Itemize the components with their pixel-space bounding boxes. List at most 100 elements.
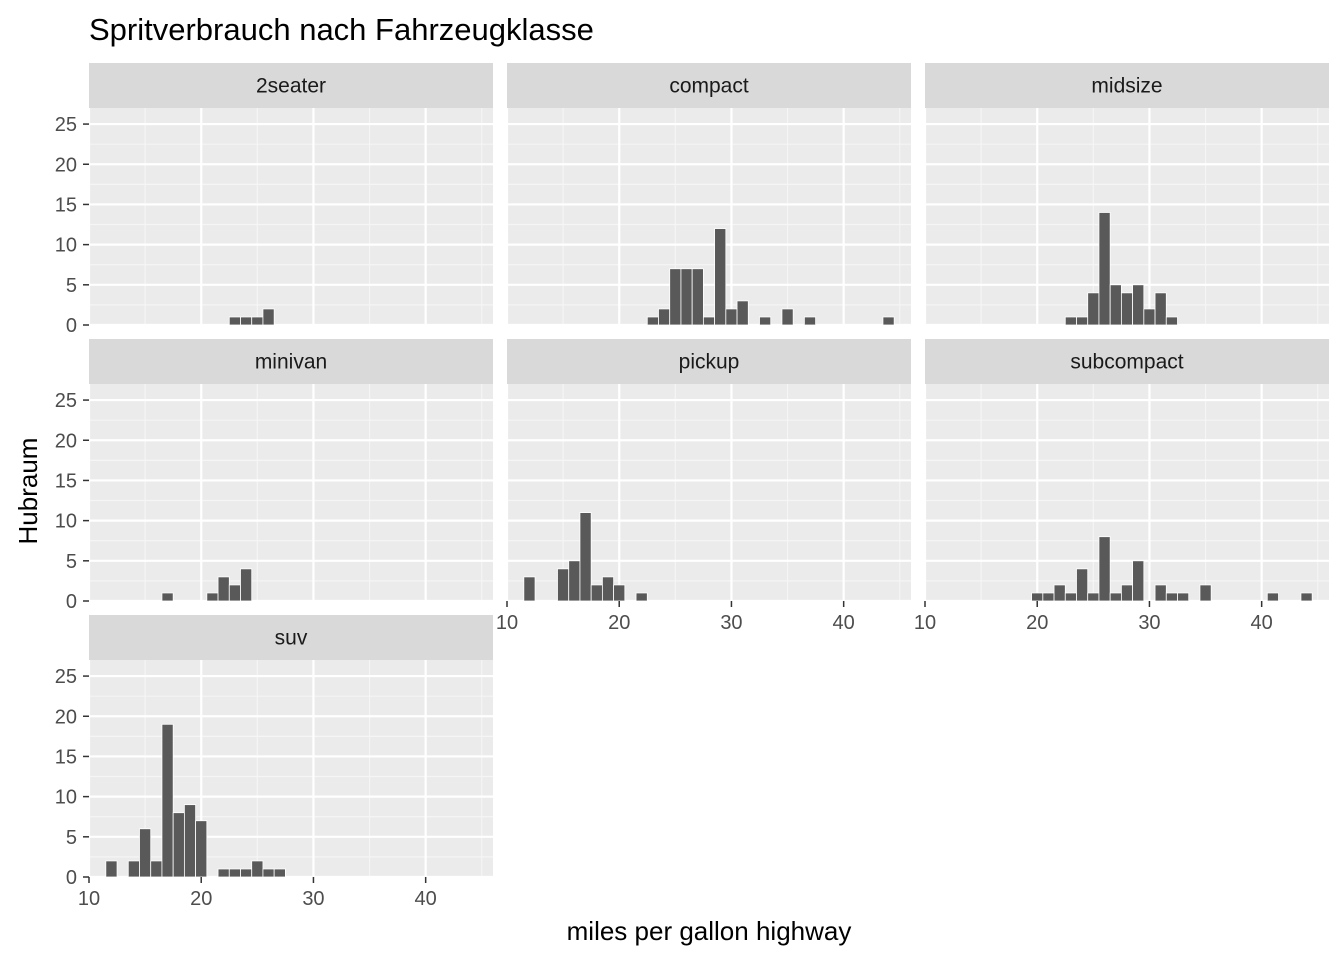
histogram-bar: [251, 316, 264, 326]
histogram-bar: [1120, 584, 1134, 602]
histogram-bar: [262, 308, 275, 326]
facet-panel-minivan: minivan 0 5 10 15 20 25: [55, 339, 493, 613]
y-tick-label: 20: [55, 154, 77, 176]
panel-background: [89, 108, 493, 325]
histogram-bar: [646, 316, 659, 326]
x-tick-label: 40: [1251, 612, 1273, 634]
histogram-bar: [759, 316, 772, 326]
y-tick-label: 5: [66, 275, 77, 297]
histogram-bar: [228, 868, 241, 878]
histogram-bar: [251, 860, 264, 878]
facet-panel-pickup: pickup 10 20 30 40: [496, 339, 911, 634]
histogram-bar: [1132, 560, 1145, 602]
x-tick-label: 30: [720, 612, 742, 634]
x-tick-label: 40: [415, 888, 437, 910]
panel-background: [507, 384, 911, 601]
x-axis-title: miles per gallon highway: [567, 916, 852, 946]
facet-strip: [507, 63, 911, 108]
facet-strip-label: subcompact: [1070, 351, 1183, 374]
histogram-bar: [228, 316, 241, 326]
facet-strip-label: suv: [275, 627, 308, 650]
histogram-bar: [1154, 584, 1167, 602]
histogram-bar: [803, 316, 817, 326]
histogram-bar: [601, 576, 615, 602]
histogram-bar: [669, 268, 682, 326]
x-tick-label: 20: [1026, 612, 1048, 634]
histogram-bar: [658, 308, 671, 326]
histogram-bar: [161, 592, 174, 602]
histogram-bar: [172, 812, 185, 878]
histogram-bar: [680, 268, 693, 326]
histogram-bar: [1076, 568, 1089, 602]
histogram-bar: [262, 868, 275, 878]
facet-strip-label: pickup: [679, 351, 740, 374]
histogram-bar: [1177, 592, 1190, 602]
facet-strip: [925, 339, 1329, 384]
y-tick-label: 20: [55, 706, 77, 728]
histogram-bar: [1031, 592, 1044, 602]
histogram-bar: [273, 868, 286, 878]
y-tick-label: 10: [55, 511, 77, 533]
histogram-bar: [206, 592, 219, 602]
histogram-bar: [1064, 316, 1077, 326]
histogram-bar: [1076, 316, 1089, 326]
chart-title: Spritverbrauch nach Fahrzeugklasse: [89, 12, 594, 47]
facet-strip-label: compact: [669, 75, 749, 98]
y-tick-label: 15: [55, 746, 77, 768]
histogram-bar: [161, 723, 174, 878]
histogram-bar: [590, 584, 603, 602]
y-tick-label: 5: [66, 551, 77, 573]
facet-panel-2seater: 2seater 0 5 10 15 20 25: [55, 63, 493, 337]
histogram-bar: [1120, 292, 1134, 326]
histogram-bar: [183, 804, 197, 878]
y-tick-label: 0: [66, 591, 77, 613]
histogram-bar: [228, 584, 241, 602]
y-tick-label: 0: [66, 867, 77, 889]
facet-strip: [89, 63, 493, 108]
y-tick-label: 10: [55, 235, 77, 257]
histogram-bar: [568, 560, 581, 602]
histogram-bar: [217, 868, 230, 878]
x-tick-label: 30: [302, 888, 324, 910]
x-tick-label: 20: [608, 612, 630, 634]
histogram-bar: [1154, 292, 1167, 326]
facet-panel-suv: suv 0 5 10 15 20 25 10 20 30 40: [55, 615, 493, 910]
facet-strip-label: minivan: [255, 351, 327, 374]
histogram-bar: [523, 576, 536, 602]
histogram-bar: [1087, 592, 1100, 602]
histogram-bar: [736, 300, 749, 326]
histogram-bar: [1053, 584, 1066, 602]
y-tick-label: 25: [55, 114, 77, 136]
panel-background: [89, 384, 493, 601]
histogram-bar: [1165, 592, 1178, 602]
facet-panel-compact: compact: [505, 63, 911, 327]
facet-strip: [89, 339, 493, 384]
histogram-bar: [714, 228, 727, 326]
histogram-bar: [1098, 536, 1111, 602]
y-tick-label: 5: [66, 827, 77, 849]
histogram-bar: [579, 512, 592, 602]
y-tick-label: 20: [55, 430, 77, 452]
facet-strip-label: 2seater: [256, 75, 326, 98]
histogram-bar: [1098, 212, 1111, 326]
histogram-bar: [557, 568, 570, 602]
histogram-bar: [1109, 284, 1122, 326]
histogram-bar: [781, 308, 794, 326]
histogram-bar: [1300, 592, 1313, 602]
x-tick-label: 30: [1138, 612, 1160, 634]
x-tick-label: 10: [496, 612, 518, 634]
y-tick-label: 25: [55, 390, 77, 412]
histogram-bar: [635, 592, 648, 602]
panel-background: [925, 384, 1329, 601]
facet-panel-midsize: midsize: [923, 63, 1329, 327]
histogram-bar: [725, 308, 738, 326]
x-tick-label: 40: [833, 612, 855, 634]
panel-background: [925, 108, 1329, 325]
x-tick-label: 20: [190, 888, 212, 910]
facet-panel-subcompact: subcompact 10 20 30 40: [914, 339, 1329, 634]
histogram-bar: [240, 868, 253, 878]
histogram-bar: [127, 860, 140, 878]
histogram-bar: [150, 860, 163, 878]
facet-strip: [89, 615, 493, 660]
